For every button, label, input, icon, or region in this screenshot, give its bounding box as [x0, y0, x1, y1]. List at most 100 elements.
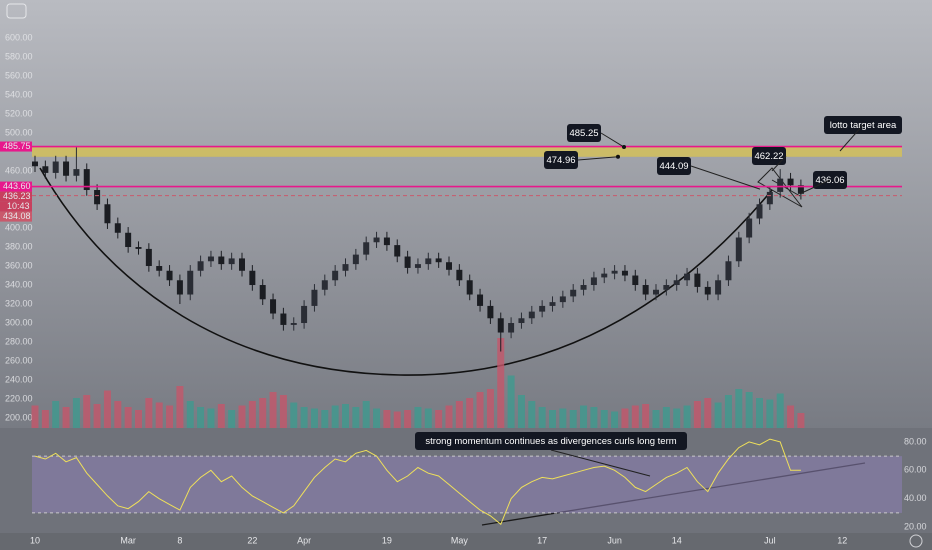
y-tick-label: 380.00 — [5, 241, 33, 251]
y-tick-label: 360.00 — [5, 260, 33, 270]
volume-bar — [383, 410, 391, 428]
annotation-text: lotto target area — [830, 120, 897, 131]
candle-body — [156, 266, 163, 271]
volume-bar — [52, 401, 60, 428]
candle-body — [435, 258, 442, 263]
countdown: 10:43 — [7, 201, 30, 211]
candle-body — [653, 289, 659, 295]
volume-bar — [290, 402, 298, 428]
volume-bar — [549, 410, 556, 428]
candle-body — [383, 237, 390, 246]
menu-icon[interactable] — [6, 3, 27, 19]
volume-bar — [673, 408, 681, 428]
volume-bar — [166, 405, 174, 428]
candle-body — [611, 270, 618, 274]
volume-bar — [342, 404, 349, 428]
volume-bar — [124, 407, 132, 428]
volume-bar — [704, 398, 712, 428]
volume-bar — [31, 405, 39, 428]
candle-body — [311, 289, 318, 306]
price-badge-label: 434.08 — [3, 211, 31, 221]
auto-scale[interactable] — [909, 534, 923, 548]
price-pane — [0, 0, 932, 428]
rsi-band — [32, 456, 902, 513]
volume-bar — [352, 407, 360, 428]
annotation-pointer — [690, 165, 761, 190]
candle-body — [663, 285, 670, 290]
volume-bar — [135, 410, 142, 428]
time-axis — [0, 533, 932, 550]
candle-body — [290, 323, 297, 325]
volume-bar — [466, 398, 474, 428]
y-tick-label: 260.00 — [5, 355, 33, 365]
rsi-line — [34, 438, 801, 526]
volume-bar — [621, 408, 629, 428]
volume-bar — [114, 401, 122, 428]
volume-bar — [186, 401, 194, 428]
price-badge-label: 443.60 — [3, 181, 31, 191]
annotation-box — [415, 432, 687, 450]
candle-body — [301, 305, 308, 324]
x-tick-label: 8 — [177, 535, 182, 545]
volume-bar — [197, 407, 205, 428]
candle-body — [477, 294, 484, 306]
volume-bar — [652, 410, 660, 428]
candle-body — [135, 247, 142, 249]
x-tick-label: Jul — [764, 535, 776, 545]
volume-bar — [228, 410, 236, 428]
candle-body — [580, 285, 587, 290]
y-tick-label: 400.00 — [5, 222, 33, 232]
volume-bar — [714, 402, 722, 428]
volume-bar — [631, 405, 639, 428]
candle-body — [228, 258, 235, 265]
candle-body — [125, 232, 132, 248]
volume-bar — [300, 407, 308, 428]
candle-body — [218, 256, 225, 265]
candle-body — [787, 178, 794, 186]
x-tick-label: 17 — [537, 535, 547, 545]
volume-bar — [217, 404, 225, 428]
volume-bar — [259, 398, 267, 428]
candle-body — [394, 245, 401, 257]
price-badge-label: 485.75 — [3, 141, 31, 151]
volume-bar — [269, 392, 277, 428]
volume-bar — [248, 401, 256, 428]
y-tick-label: 300.00 — [5, 317, 33, 327]
volume-bar — [590, 407, 598, 428]
annotation-box — [657, 157, 691, 175]
candle-body — [715, 280, 722, 295]
volume-bar — [455, 401, 463, 428]
annotation-pointer — [839, 124, 864, 152]
volume-bar — [424, 408, 432, 428]
price-badge — [0, 191, 32, 202]
candle-body — [94, 190, 101, 205]
volume-bar — [404, 410, 412, 428]
annotation-pointer — [771, 155, 787, 172]
candle-body — [83, 169, 90, 191]
candle-body — [145, 248, 152, 267]
y-tick-label: 520.00 — [5, 108, 33, 118]
x-tick-label: Mar — [120, 535, 136, 545]
volume-bar — [145, 398, 153, 428]
annotation-box — [752, 147, 786, 165]
volume-bar — [528, 401, 536, 428]
candle-body — [446, 262, 452, 270]
candle-body — [352, 254, 359, 265]
target-zone — [32, 147, 902, 157]
volume-bar — [580, 405, 588, 428]
candle-body — [456, 269, 463, 281]
y-tick-label: 500.00 — [5, 127, 33, 137]
candle-body — [414, 264, 421, 268]
volume-bar — [331, 405, 339, 428]
volume-bar — [569, 410, 577, 428]
candle-body — [466, 280, 473, 295]
volume-bar — [310, 408, 318, 428]
candle-body — [632, 275, 639, 286]
volume-bar — [62, 407, 70, 428]
x-tick-label: 19 — [382, 535, 392, 545]
volume-bar — [83, 395, 91, 428]
candle-body — [104, 204, 111, 224]
candle-body — [42, 166, 49, 173]
volume-bar — [176, 386, 184, 428]
